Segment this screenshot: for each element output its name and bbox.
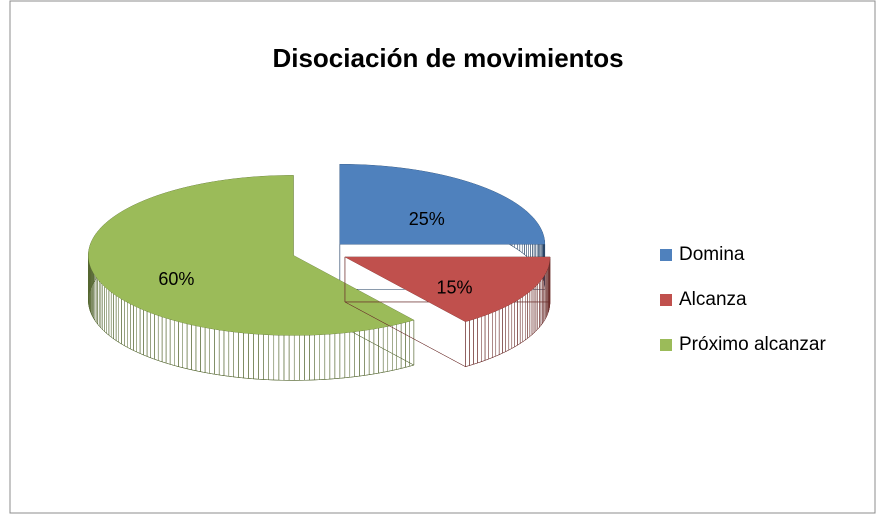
- data-label: 25%: [409, 209, 445, 229]
- legend-swatch: [660, 294, 672, 306]
- legend-label: Domina: [679, 244, 745, 265]
- chart-title: Disociación de movimientos: [272, 43, 623, 73]
- data-label: 15%: [437, 278, 473, 298]
- slice: [344, 256, 550, 322]
- data-label: 60%: [158, 269, 194, 289]
- legend-label: Alcanza: [679, 289, 747, 310]
- slice: [339, 164, 545, 245]
- legend-swatch: [660, 339, 672, 351]
- slice: [88, 175, 414, 336]
- legend-label: Próximo alcanzar: [679, 334, 826, 355]
- legend-swatch: [660, 249, 672, 261]
